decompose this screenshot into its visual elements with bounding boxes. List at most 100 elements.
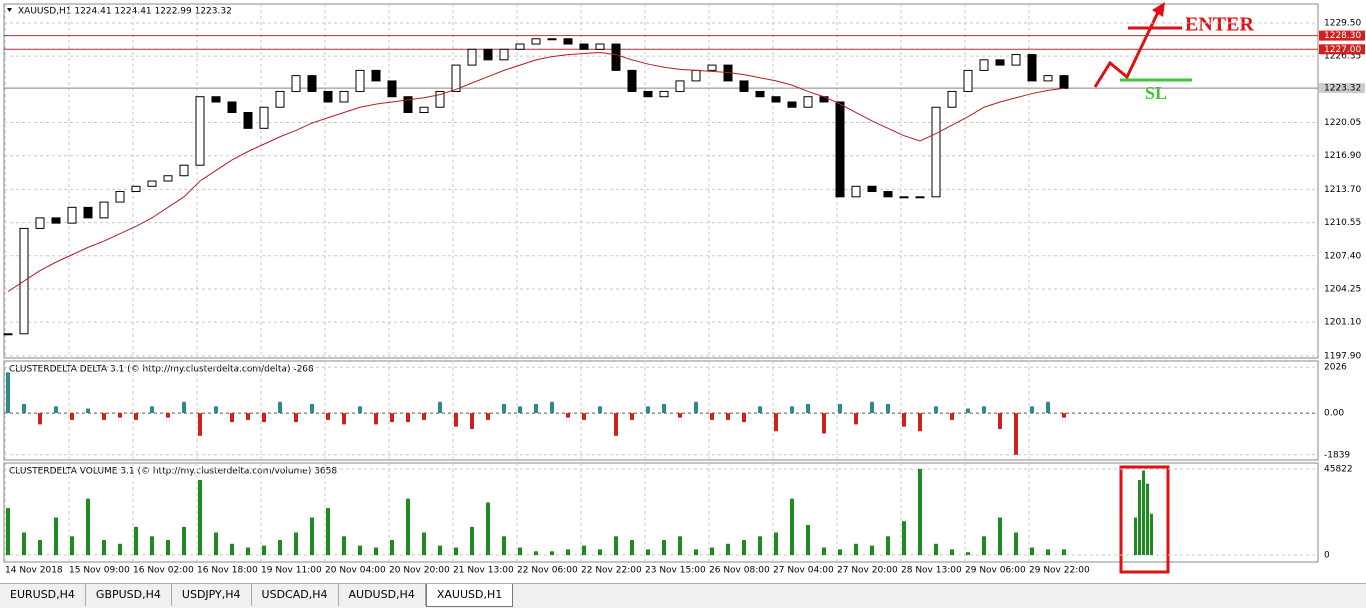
volume-bar [1062, 549, 1066, 556]
candle [899, 196, 909, 199]
candle [515, 43, 525, 50]
volume-bar [774, 532, 778, 556]
delta-bar [406, 413, 410, 423]
volume-bar [822, 547, 826, 556]
y-tick-label: 1197.90 [1324, 351, 1361, 361]
volume-bar [742, 540, 746, 556]
volume-bar [598, 549, 602, 556]
delta-bar [246, 413, 250, 420]
delta-title: CLUSTERDELTA DELTA 3.1 (© http://my.clus… [9, 365, 314, 375]
delta-bar [822, 413, 826, 434]
x-tick-label: 29 Nov 06:00 [965, 566, 1026, 576]
candle [851, 185, 861, 198]
delta-bar [614, 413, 618, 436]
volume-bar [134, 526, 138, 556]
candle [1059, 75, 1069, 89]
delta-bar [294, 413, 298, 423]
symbol-tab[interactable]: XAUUSD,H1 [425, 584, 514, 607]
delta-bar [70, 413, 74, 420]
moving-average [7, 51, 1065, 293]
candle [1011, 54, 1021, 66]
volume-bar [38, 540, 42, 556]
delta-bar [326, 413, 330, 420]
candle [211, 96, 221, 103]
volume-bar [710, 547, 714, 556]
volume-bar [230, 543, 234, 556]
volume-bar [422, 532, 426, 556]
delta-bar [742, 413, 746, 423]
delta-bar [1030, 406, 1034, 414]
delta-bar [966, 408, 970, 414]
volume-bar [694, 549, 698, 556]
candle [403, 96, 413, 114]
header-arrow [7, 8, 12, 12]
candle [787, 101, 797, 108]
volume-bar [1030, 547, 1034, 556]
volume-bar [678, 536, 682, 556]
delta-bar [934, 406, 938, 414]
candle [627, 69, 637, 92]
delta-bar [342, 413, 346, 425]
delta-bar [838, 404, 842, 414]
delta-bar [390, 413, 394, 423]
candle [371, 69, 381, 82]
y-tick-label: 1201.10 [1324, 318, 1361, 328]
volume-bar [102, 540, 106, 556]
candle [707, 64, 717, 71]
candle [771, 96, 781, 103]
candle [979, 59, 989, 71]
x-tick-label: 14 Nov 2018 [5, 566, 63, 576]
volume-bar [182, 526, 186, 556]
delta-bar [150, 406, 154, 414]
volume-bar [1014, 532, 1018, 556]
volume-bar [918, 468, 922, 556]
symbol-tab[interactable]: AUDUSD,H4 [339, 584, 426, 606]
delta-bar [438, 401, 442, 414]
candle [355, 69, 365, 92]
symbol-tab[interactable]: USDJPY,H4 [172, 584, 252, 606]
candle [387, 80, 397, 98]
delta-bar [598, 406, 602, 414]
sl-label: SL [1145, 83, 1167, 103]
price-level-label: 1228.30 [1324, 31, 1361, 41]
volume-bar [550, 551, 554, 556]
y-tick-label: 1216.90 [1324, 151, 1361, 161]
candle [291, 75, 301, 92]
x-tick-label: 22 Nov 22:00 [581, 566, 642, 576]
volume-bar [758, 536, 762, 556]
candle [467, 48, 477, 66]
y-tick-label: 1226.35 [1324, 52, 1361, 62]
delta-bar [918, 413, 922, 432]
volume-bar [854, 543, 858, 556]
x-tick-label: 20 Nov 04:00 [325, 566, 386, 576]
candle [867, 185, 877, 193]
candle [275, 90, 285, 108]
volume-bar [502, 536, 506, 556]
y-tick-label: 1204.25 [1324, 284, 1361, 294]
x-tick-label: 22 Nov 06:00 [517, 566, 578, 576]
candle [611, 43, 621, 71]
delta-bar [1062, 413, 1066, 418]
volume-title: CLUSTERDELTA VOLUME 3.1 (© http://my.clu… [9, 467, 337, 477]
volume-bar [726, 543, 730, 556]
symbol-tab[interactable]: GBPUSD,H4 [86, 584, 172, 606]
annotation-volume-bar [1138, 479, 1141, 556]
candle [115, 191, 125, 203]
current-price-tag [1319, 83, 1365, 94]
candle [195, 96, 205, 166]
symbol-tab[interactable]: EURUSD,H4 [0, 584, 86, 606]
delta-bar [1046, 401, 1050, 414]
delta-bar [726, 413, 730, 420]
volume-bar [70, 536, 74, 556]
volume-bar [1046, 549, 1050, 556]
volume-bar [294, 532, 298, 556]
delta-bar [310, 404, 314, 414]
volume-bar [470, 526, 474, 556]
volume-bar [214, 532, 218, 556]
delta-bar [374, 413, 378, 425]
candle [579, 43, 589, 50]
delta-bar [262, 413, 266, 423]
x-tick-label: 16 Nov 18:00 [197, 566, 258, 576]
symbol-tab[interactable]: USDCAD,H4 [252, 584, 339, 606]
